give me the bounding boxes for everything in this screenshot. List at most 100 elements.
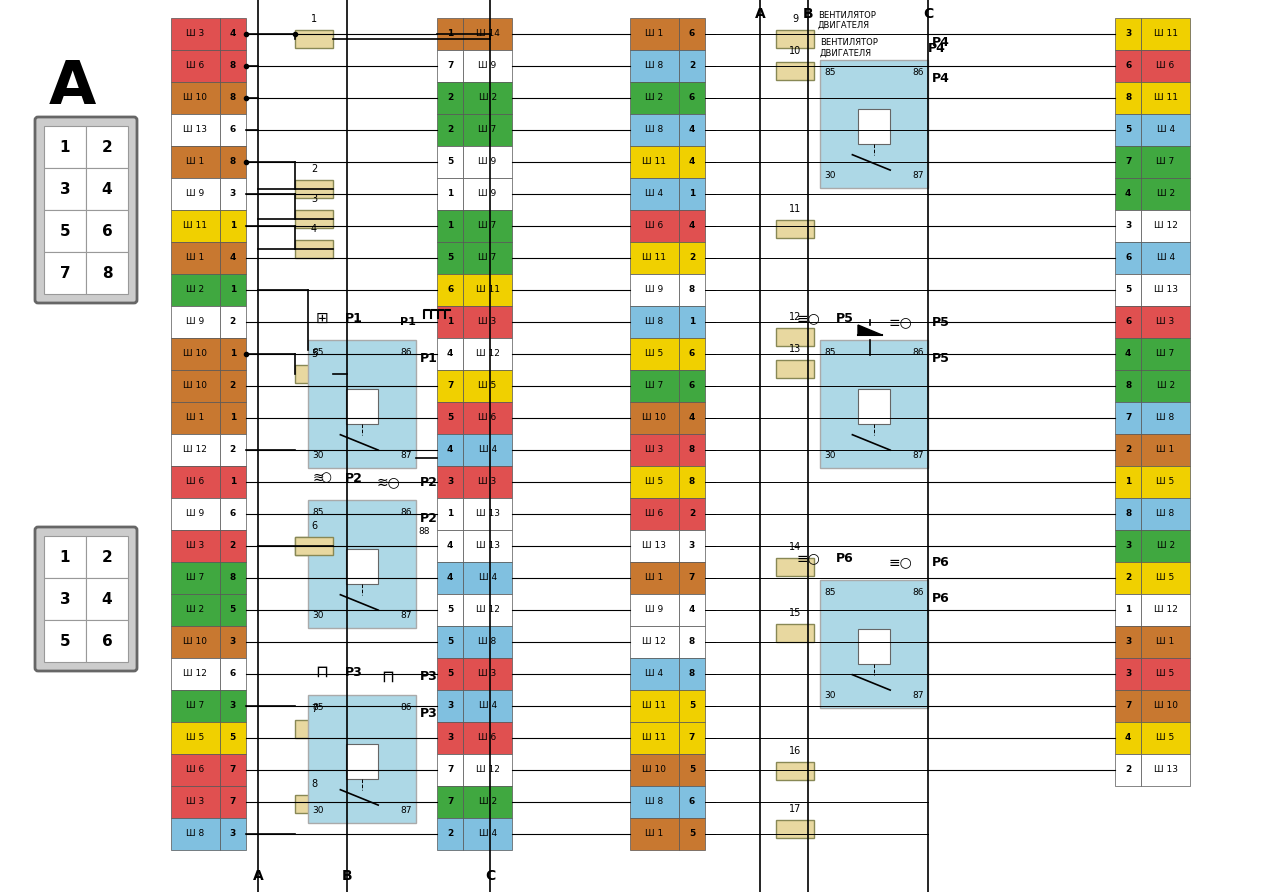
Bar [1115,466,1142,498]
Text: Ш 12: Ш 12 [183,670,207,679]
Text: Ш 10: Ш 10 [183,638,207,647]
Text: 7: 7 [447,382,453,391]
Bar [436,370,463,402]
Bar [1142,562,1190,594]
Text: Ш 3: Ш 3 [479,670,497,679]
Text: Ш 8: Ш 8 [1157,414,1175,423]
Text: 4: 4 [229,253,236,262]
Text: Ш 4: Ш 4 [479,445,497,455]
Text: Ш 12: Ш 12 [183,445,207,455]
Text: Ш 6: Ш 6 [645,509,663,518]
Bar [678,82,705,114]
Text: Ш 1: Ш 1 [645,830,663,838]
Bar [346,389,378,425]
Text: 7: 7 [1125,701,1132,711]
Bar [1115,498,1142,530]
Text: Ш 7: Ш 7 [1157,350,1175,359]
Bar [463,402,512,434]
Bar [436,658,463,690]
Text: 5: 5 [311,349,317,359]
Text: 1: 1 [60,139,70,154]
Text: 13: 13 [788,344,801,354]
Text: 7: 7 [447,62,453,70]
Bar [1115,530,1142,562]
Text: Ш 11: Ш 11 [1153,94,1178,103]
Text: Ш 12: Ш 12 [476,350,499,359]
Bar [436,338,463,370]
Bar [630,50,678,82]
Text: 2: 2 [229,318,236,326]
Text: 5: 5 [447,670,453,679]
Text: Ш 12: Ш 12 [643,638,667,647]
Text: 4: 4 [447,541,453,550]
Text: 6: 6 [689,382,695,391]
Text: 4: 4 [689,221,695,230]
Bar [776,62,814,80]
Text: 1: 1 [229,285,236,294]
Bar [294,210,333,228]
Text: 1: 1 [60,549,70,565]
Text: 2: 2 [311,164,317,174]
Bar [1115,722,1142,754]
Text: 86: 86 [913,348,924,357]
Bar [776,30,814,48]
Bar [294,795,333,813]
Bar [1115,658,1142,690]
Text: 6: 6 [689,29,695,38]
Bar [346,549,378,584]
Text: 85: 85 [824,348,836,357]
Text: P1: P1 [420,352,438,365]
Text: 1: 1 [229,477,236,486]
Bar [436,786,463,818]
Text: Ш 2: Ш 2 [1157,541,1175,550]
Bar [1142,50,1190,82]
Bar [776,762,814,780]
Bar [678,722,705,754]
Bar [172,210,220,242]
Text: 4: 4 [1125,189,1132,199]
Bar [678,178,705,210]
Bar [1115,562,1142,594]
Text: 1: 1 [689,318,695,326]
Bar [463,626,512,658]
Text: P2: P2 [420,512,438,525]
Text: 30: 30 [824,451,836,460]
Text: 5: 5 [447,414,453,423]
Bar [220,370,246,402]
Text: 86: 86 [401,703,412,712]
Bar [630,626,678,658]
Bar [678,434,705,466]
Bar [630,338,678,370]
Bar [630,82,678,114]
Bar [678,370,705,402]
Bar [172,306,220,338]
Bar [436,242,463,274]
Text: 4: 4 [447,574,453,582]
Text: 2: 2 [447,94,453,103]
Text: 6: 6 [229,670,236,679]
Text: 8: 8 [1125,94,1132,103]
Bar [86,126,128,168]
Bar [678,466,705,498]
Text: P3: P3 [346,665,362,679]
Text: P2: P2 [420,475,438,489]
Bar [436,82,463,114]
Bar [630,178,678,210]
Text: 3: 3 [229,701,236,711]
Bar [1142,434,1190,466]
Bar [820,60,928,188]
Text: 2: 2 [689,62,695,70]
Text: 4: 4 [1125,733,1132,742]
Bar [463,466,512,498]
Bar [220,274,246,306]
Bar [86,536,128,578]
Text: 4: 4 [689,414,695,423]
Text: Ш 2: Ш 2 [187,285,205,294]
Text: 3: 3 [229,189,236,199]
Text: 5: 5 [689,701,695,711]
Text: 11: 11 [788,204,801,214]
Text: 2: 2 [447,126,453,135]
Bar [1115,18,1142,50]
Text: Ш 6: Ш 6 [645,221,663,230]
Text: Ш 7: Ш 7 [479,253,497,262]
